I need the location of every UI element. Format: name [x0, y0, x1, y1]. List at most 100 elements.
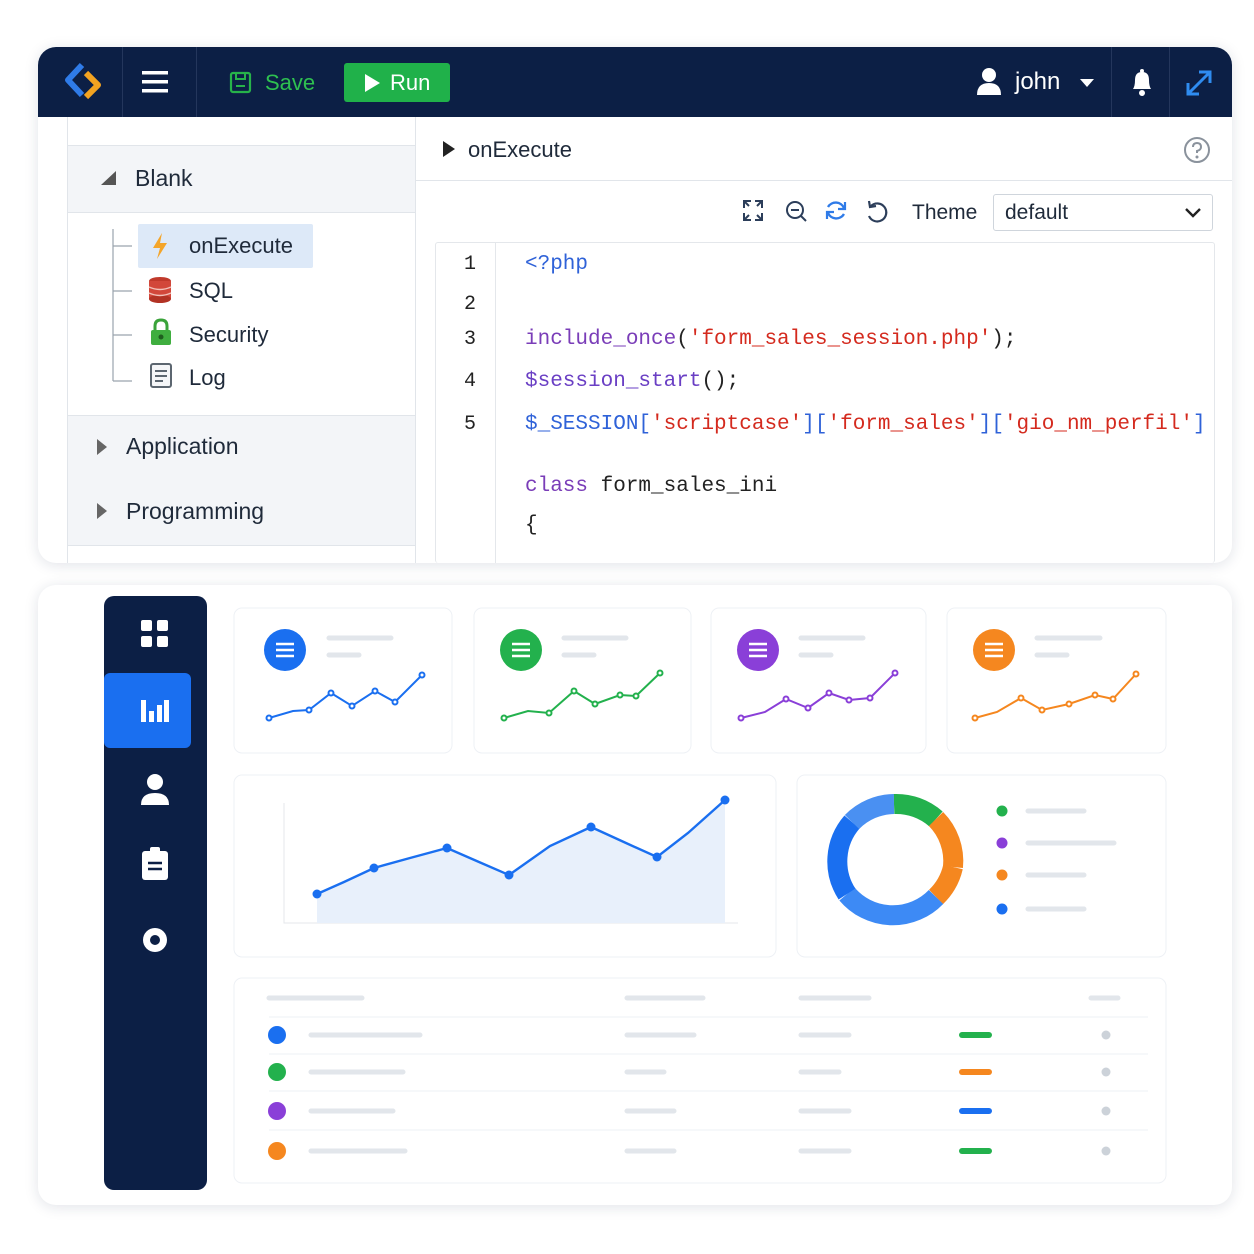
shape [97, 503, 107, 519]
code-token: ( [676, 328, 689, 351]
shape [928, 864, 963, 905]
tree-item[interactable]: Log [189, 365, 226, 390]
shape [652, 852, 662, 862]
collapsed-icon [97, 503, 107, 519]
shape [1080, 79, 1094, 87]
shape [591, 700, 599, 708]
shape [142, 80, 168, 84]
code-token: include_once [525, 328, 677, 351]
shape [570, 687, 578, 695]
group-label: Blank [135, 165, 193, 191]
shape [893, 793, 943, 827]
code-token: ); [991, 328, 1017, 351]
editor-window: Save Run john Blank [38, 47, 1232, 563]
shape [500, 669, 664, 722]
user-name[interactable]: john [1015, 68, 1061, 95]
shape [369, 863, 379, 873]
shape [268, 1102, 286, 1120]
user-icon [977, 68, 1001, 95]
code-token: 'scriptcase' [651, 413, 803, 436]
shape [1195, 155, 1199, 159]
shape [269, 1016, 1148, 1131]
logo [65, 62, 101, 100]
shape [616, 691, 624, 699]
shape [710, 607, 927, 754]
shape [104, 673, 191, 748]
tree-item[interactable]: onExecute [189, 233, 293, 258]
database-icon [148, 277, 172, 303]
shape [268, 1142, 286, 1160]
shape [443, 141, 455, 157]
shape [504, 870, 514, 880]
shape [1101, 1067, 1111, 1077]
shape [740, 672, 896, 719]
code-token: ] [1192, 413, 1206, 436]
tree-group[interactable]: Programming [68, 479, 415, 546]
shape [148, 286, 172, 297]
toolbar: Save Run john [38, 47, 1232, 117]
event-tree: Blank onExecute SQL Security Log Applic [67, 117, 416, 563]
shape [196, 47, 197, 117]
shape [827, 815, 860, 900]
code-token: 'form_sales' [827, 413, 979, 436]
code-editor[interactable]: 1 <?php 2 3 include_once('form_sales_session… [435, 242, 1215, 563]
shape [946, 607, 1167, 754]
help-icon[interactable] [1183, 136, 1211, 164]
line-number: 2 [463, 293, 476, 316]
gutter-border [495, 243, 496, 563]
code-token: 'form_sales_session.php' [688, 328, 992, 351]
shape [418, 671, 426, 679]
shape [276, 642, 1003, 658]
shape [743, 200, 763, 221]
shape [365, 74, 380, 92]
shape [149, 711, 154, 722]
save-icon[interactable] [229, 71, 253, 95]
save-button[interactable]: Save [265, 70, 316, 95]
shape [1169, 47, 1170, 117]
editor-tools[interactable] [741, 198, 901, 228]
user-caret[interactable] [1079, 78, 1095, 88]
select-caret [1185, 208, 1201, 218]
shape [982, 68, 996, 82]
expanded-icon [101, 171, 116, 185]
shape [371, 687, 379, 695]
code-token: form_sales_ini [600, 475, 778, 498]
shape [268, 1026, 286, 1044]
shape [142, 71, 168, 75]
shape [148, 861, 162, 871]
shape [155, 370, 167, 382]
shape [83, 70, 101, 100]
tree-group[interactable]: Application [68, 415, 415, 480]
code-token: 'gio_nm_perfil' [1003, 413, 1193, 436]
shape [959, 1032, 992, 1154]
tree-item[interactable]: SQL [189, 278, 234, 303]
tree-group[interactable]: Blank [68, 145, 415, 213]
tree-item-selected[interactable] [138, 224, 313, 268]
theme-select[interactable]: default [993, 194, 1213, 231]
shape [737, 714, 745, 722]
code-token: class [525, 475, 601, 498]
shape [977, 83, 1001, 95]
shape [112, 229, 132, 382]
shape [233, 977, 1167, 1184]
expand-icon[interactable] [1185, 69, 1213, 97]
shape [235, 72, 246, 80]
collapse-icon[interactable] [442, 140, 456, 158]
bell-icon[interactable] [1129, 68, 1155, 98]
tree-item[interactable]: Security [189, 322, 269, 347]
shape [153, 318, 169, 330]
run-button[interactable]: Run [344, 63, 450, 102]
shape [1139, 90, 1145, 96]
shape [233, 607, 453, 754]
line-number: 1 [463, 253, 476, 276]
code-token: $session_start [525, 370, 702, 393]
event-title: onExecute [468, 137, 572, 162]
shape [1185, 208, 1201, 218]
group-label: Application [126, 433, 239, 459]
shape [157, 636, 168, 647]
shape [157, 620, 168, 631]
shape [265, 714, 273, 722]
shape [326, 635, 1103, 658]
shape [1111, 47, 1112, 117]
menu-icon[interactable] [142, 70, 170, 94]
